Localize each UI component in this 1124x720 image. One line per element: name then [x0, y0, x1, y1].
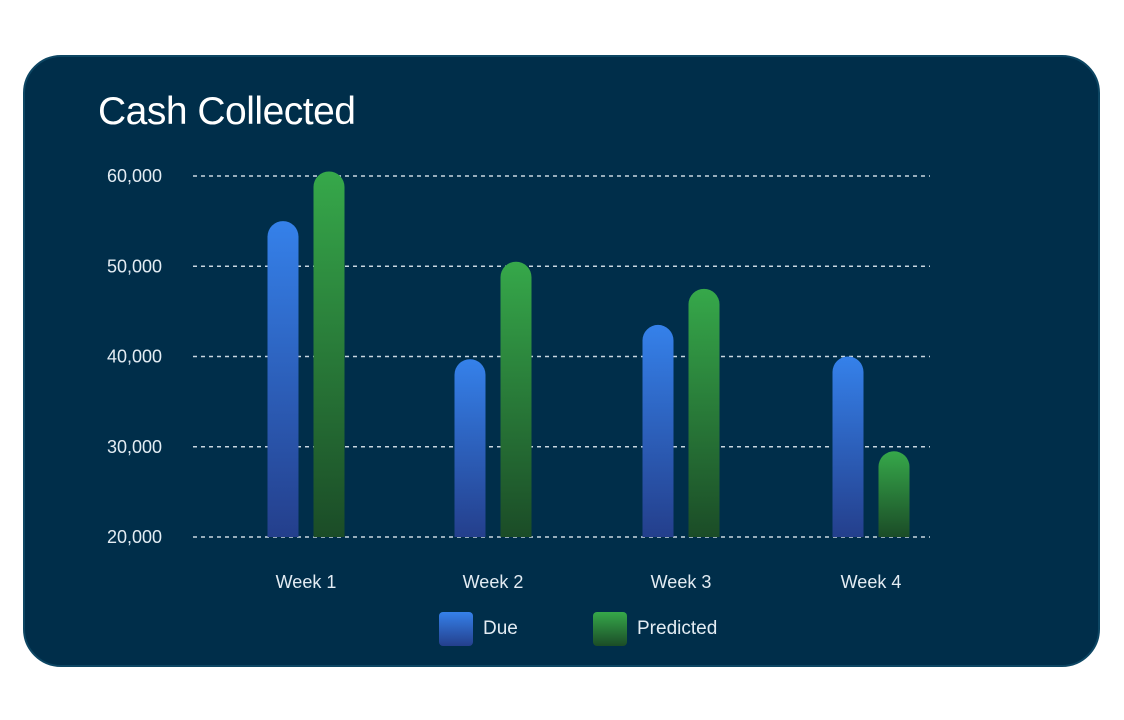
legend: Due Predicted [439, 612, 717, 646]
x-tick-label: Week 4 [841, 572, 902, 592]
x-tick-label: Week 2 [463, 572, 524, 592]
legend-item-predicted: Predicted [593, 612, 717, 646]
bar-due-week-1 [267, 221, 299, 537]
gridlines [193, 175, 930, 538]
bar-due-week-2 [454, 359, 486, 537]
legend-label: Predicted [637, 618, 717, 639]
bars [267, 171, 910, 537]
legend-label: Due [483, 618, 518, 639]
y-tick-label: 20,000 [107, 527, 162, 547]
y-tick-label: 30,000 [107, 437, 162, 457]
x-tick-label: Week 1 [276, 572, 337, 592]
bar-due-week-4 [832, 356, 864, 537]
bar-predicted-week-3 [688, 288, 720, 537]
bar-predicted-week-2 [500, 261, 532, 537]
legend-swatch [439, 612, 473, 646]
y-axis-ticks: 60,000 50,000 40,000 30,000 20,000 [107, 166, 162, 547]
x-tick-label: Week 3 [651, 572, 712, 592]
chart-title: Cash Collected [98, 90, 356, 133]
bar-due-week-3 [642, 324, 674, 537]
y-tick-label: 40,000 [107, 347, 162, 367]
bar-predicted-week-1 [313, 171, 345, 537]
chart-card [23, 55, 1100, 667]
legend-item-due: Due [439, 612, 518, 646]
y-tick-label: 50,000 [107, 256, 162, 276]
legend-swatch [593, 612, 627, 646]
x-axis-ticks: Week 1 Week 2 Week 3 Week 4 [276, 572, 902, 592]
y-tick-label: 60,000 [107, 166, 162, 186]
bar-predicted-week-4 [878, 451, 910, 537]
